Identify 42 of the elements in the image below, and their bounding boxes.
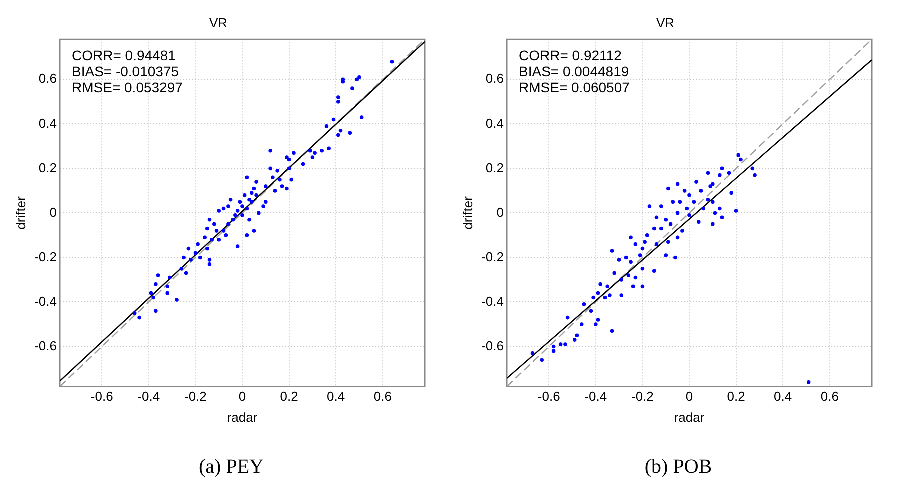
x-tick-label: 0 xyxy=(238,389,246,404)
x-tick-label: 0 xyxy=(686,389,694,404)
x-tick-label: -0.4 xyxy=(138,389,160,404)
x-tick-label: 0.4 xyxy=(327,389,346,404)
annotation: RMSE= 0.053297 xyxy=(72,79,184,96)
x-tick-label: 0.2 xyxy=(727,389,746,404)
y-tick-label: -0.6 xyxy=(482,338,504,354)
y-axis-title: drifter xyxy=(13,196,28,230)
x-axis-title: radar xyxy=(227,410,258,425)
y-axis-title: drifter xyxy=(460,196,476,230)
x-tick-label: 0.6 xyxy=(374,389,392,404)
x-tick-label: 0.4 xyxy=(774,389,792,404)
y-tick-label: -0.2 xyxy=(482,249,504,264)
y-tick-label: 0.6 xyxy=(486,71,504,86)
y-tick-label: -0.6 xyxy=(34,338,57,354)
annotation: BIAS= 0.0044819 xyxy=(519,63,630,80)
annotation: RMSE= 0.060507 xyxy=(519,79,630,96)
text: (b) POB xyxy=(644,456,712,479)
y-tick-label: 0.4 xyxy=(486,116,504,131)
x-tick-label: 0.2 xyxy=(280,389,298,404)
x-tick-label: -0.6 xyxy=(90,389,114,404)
y-tick-label: 0 xyxy=(50,204,57,220)
annotation: BIAS= -0.010375 xyxy=(72,63,180,80)
annotation: CORR= 0.94481 xyxy=(72,47,176,64)
x-tick-label: -0.2 xyxy=(632,389,654,404)
y-tick-label: 0 xyxy=(496,204,504,220)
text: (a) PEY xyxy=(199,456,264,479)
x-tick-label: 0.6 xyxy=(820,389,839,404)
y-tick-label: -0.4 xyxy=(482,294,504,309)
y-tick-label: 0.2 xyxy=(38,160,57,176)
chart-title: VR xyxy=(209,15,228,30)
y-tick-label: 0.4 xyxy=(38,116,57,131)
chart-title: VR xyxy=(656,15,675,30)
x-tick-label: -0.4 xyxy=(584,389,608,404)
y-tick-label: 0.6 xyxy=(38,71,57,86)
x-axis-title: radar xyxy=(674,410,706,425)
annotation: CORR= 0.92112 xyxy=(519,47,622,64)
y-tick-label: -0.2 xyxy=(34,249,57,264)
x-tick-label: -0.2 xyxy=(184,389,207,404)
x-tick-label: -0.6 xyxy=(538,389,560,404)
y-tick-label: -0.4 xyxy=(34,294,57,309)
y-tick-label: 0.2 xyxy=(486,160,504,176)
